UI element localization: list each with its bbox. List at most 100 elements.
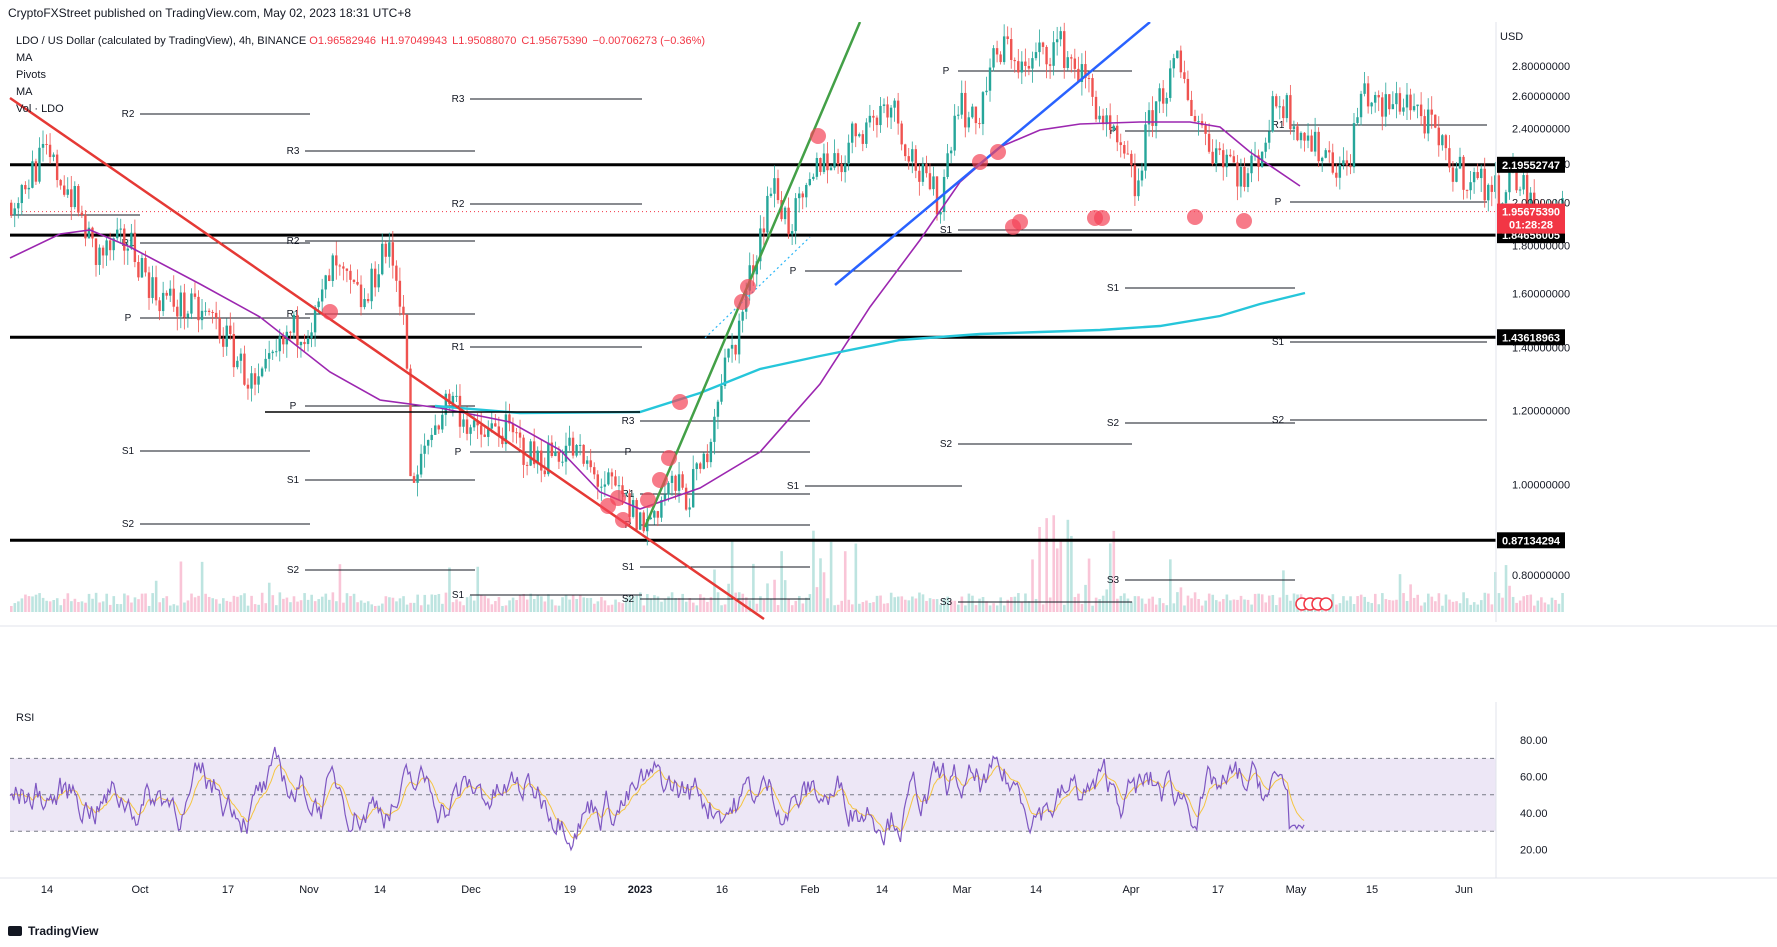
candle-body (582, 444, 585, 464)
pivot-label: S2 (1272, 415, 1285, 426)
volume-bar (476, 566, 480, 612)
candle-body (1027, 65, 1031, 69)
price-axis[interactable]: USD2.800000002.600000002.400000002.20000… (0, 22, 1777, 627)
time-tick: Feb (801, 884, 820, 896)
volume-bar (77, 602, 80, 612)
candle-body (999, 54, 1002, 63)
candle-body (532, 441, 536, 465)
candle-body (1190, 99, 1193, 117)
candle-body (1405, 94, 1409, 108)
touch-marker (652, 472, 668, 488)
pivot-label: R2 (452, 199, 465, 210)
volume-bar (1444, 594, 1448, 612)
candle-body (1172, 58, 1175, 69)
volume-bar (1554, 600, 1557, 612)
candle-body (1264, 142, 1267, 152)
touch-marker (1236, 213, 1252, 229)
pivot-label: S3 (940, 597, 953, 608)
volume-bar (24, 594, 27, 612)
volume-bar (1154, 604, 1158, 612)
volume-bar (1176, 592, 1179, 612)
volume-bar (967, 593, 971, 612)
candle-body (105, 240, 108, 256)
candle-body (1186, 78, 1190, 100)
candle-body (31, 161, 34, 188)
rsi-pane[interactable]: 80.00 60.00 40.00 20.00 14 Oct 17 Nov 14 Dec 19 20… (0, 702, 1777, 924)
volume-bar (423, 594, 427, 612)
candle-body (790, 231, 794, 235)
candle-body (805, 185, 808, 198)
volume-bar (310, 594, 313, 612)
candle-body (547, 442, 550, 475)
candle-body (1434, 114, 1437, 128)
indicator-ma-2[interactable]: MA (16, 86, 33, 98)
candle-body (137, 262, 140, 278)
candle-body (992, 48, 995, 68)
volume-bar (585, 598, 589, 612)
rsi-axis: 80.00 60.00 40.00 20.00 (1520, 735, 1548, 856)
volume-bar (900, 596, 904, 612)
volume-bar (239, 595, 243, 612)
candle-body (1165, 97, 1168, 104)
volume-bar (794, 600, 798, 612)
tradingview-brand[interactable]: TradingView (8, 924, 98, 938)
time-tick: Oct (131, 884, 148, 896)
candle-body (200, 310, 204, 321)
time-axis[interactable]: 14 Oct 17 Nov 14 Dec 19 2023 16 Feb 14 Mar 14 Apr 17 Ma… (0, 877, 1777, 896)
indicator-volume[interactable]: Vol · LDO (16, 103, 64, 115)
candle-body (773, 178, 776, 194)
candle-body (1048, 64, 1052, 66)
volume-bar (490, 604, 494, 612)
candle-body (186, 313, 190, 318)
candle-body (653, 511, 656, 518)
rsi-label[interactable]: RSI (16, 712, 35, 724)
volume-bar (84, 602, 87, 612)
candle-body (843, 164, 847, 173)
volume-bar (1377, 604, 1381, 612)
pivot-label: R2 (287, 236, 300, 247)
indicator-ma-1[interactable]: MA (16, 52, 33, 64)
candle-body (462, 419, 465, 427)
volume-bar (303, 593, 306, 612)
volume-bar (1490, 604, 1494, 612)
pivot-label: S1 (787, 481, 800, 492)
candle-body (928, 173, 932, 190)
volume-bar (815, 587, 819, 612)
volume-bar (1006, 599, 1010, 612)
candle-body (1451, 167, 1455, 182)
candle-body (1112, 125, 1115, 130)
candle-body (904, 144, 907, 157)
volume-bar (356, 602, 359, 612)
volume-bar (1547, 604, 1550, 612)
candle-body (1317, 131, 1320, 162)
volume-bar (1059, 540, 1063, 612)
candle-body (808, 179, 812, 186)
candle-body (87, 227, 91, 239)
rsi-tick: 80.00 (1520, 735, 1548, 747)
volume-bar (94, 592, 98, 612)
pivot-label: R3 (452, 94, 465, 105)
volume-bar (1264, 602, 1268, 612)
volume-bar (1356, 596, 1359, 612)
time-tick: 14 (1030, 884, 1042, 896)
volume-bar (762, 599, 766, 612)
candle-body (971, 106, 974, 118)
pivot-label: P (625, 447, 632, 458)
volume-bar (147, 605, 151, 612)
indicator-pivots[interactable]: Pivots (16, 69, 46, 81)
volume-bar (1253, 593, 1257, 612)
candle-body (1479, 168, 1483, 179)
candle-body (787, 207, 790, 235)
price-chart[interactable]: R2 R1 P S1 S2 R3 R2 R1 P S1 S2 R3 R2 R1 P S1 R3 P R1 P S1 S2 P… (0, 22, 1777, 702)
pivot-label: S2 (287, 565, 300, 576)
candle-body (112, 238, 115, 251)
volume-bar (1529, 594, 1533, 612)
volume-bar (607, 605, 610, 612)
volume-bar (1158, 598, 1162, 612)
candle-body (822, 153, 826, 172)
volume-bar (123, 593, 126, 612)
candle-body (441, 414, 444, 430)
candle-body (794, 198, 797, 232)
candle-body (289, 331, 292, 333)
candle-body (911, 149, 914, 162)
